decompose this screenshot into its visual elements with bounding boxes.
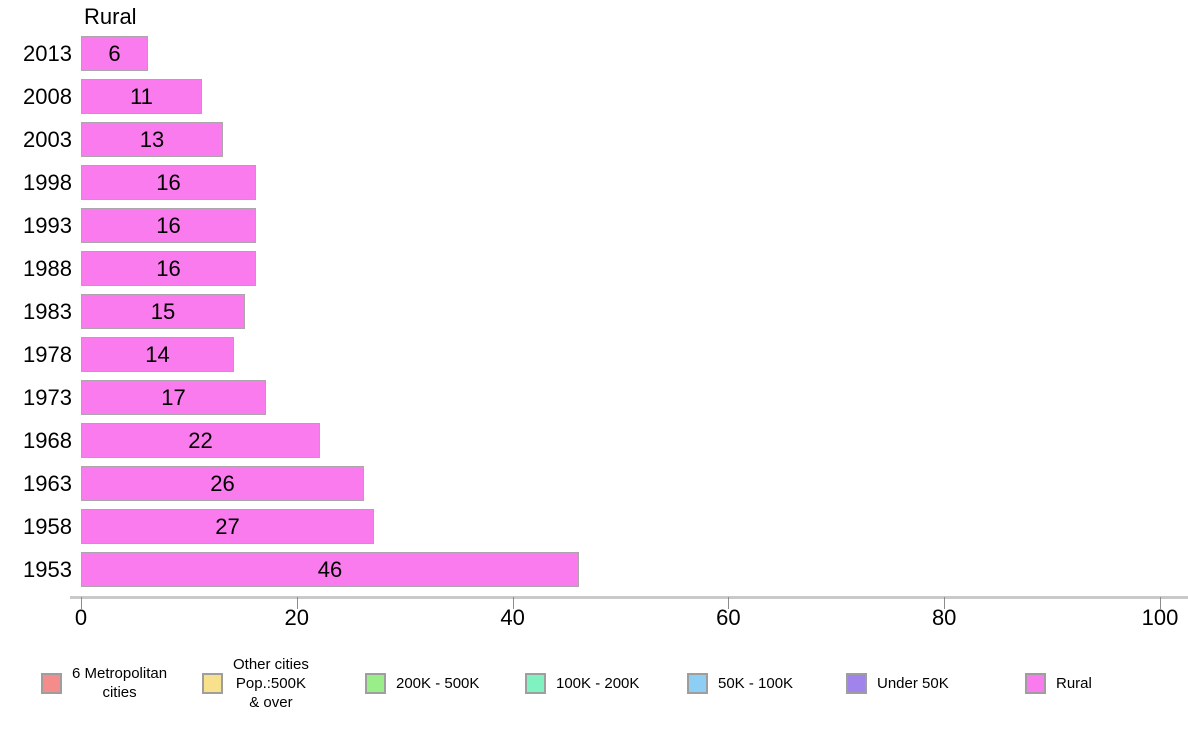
year-label: 1958: [23, 514, 72, 539]
bar: 11: [81, 79, 202, 114]
year-label: 1993: [23, 213, 72, 238]
x-axis-tick-label: 100: [1141, 605, 1179, 630]
bar-value-label: 26: [210, 471, 235, 496]
legend-item: Rural: [1025, 644, 1092, 722]
x-axis-tick: [296, 597, 298, 609]
legend-item: Other cities Pop.:500K & over: [202, 644, 309, 722]
legend-swatch: [687, 672, 708, 694]
legend-swatch: [525, 672, 546, 694]
x-axis-tick-label: 0: [74, 605, 88, 630]
year-label: 2003: [23, 127, 72, 152]
bar-row: 2013 6: [0, 36, 1188, 71]
bar-value-label: 46: [317, 557, 343, 582]
bar: 15: [81, 294, 245, 329]
bar: 6: [81, 36, 148, 71]
bar: 22: [81, 423, 320, 458]
bar-value-label: 14: [145, 342, 170, 367]
chart-title: Rural: [84, 4, 137, 29]
legend-swatch: [846, 672, 867, 694]
legend-swatch: [365, 672, 386, 694]
legend-swatch: [202, 672, 223, 694]
year-label: 1963: [23, 471, 72, 496]
bar-row: 1988 16: [0, 251, 1188, 286]
bar-row: 1958 27: [0, 509, 1188, 544]
legend-swatch: [1025, 672, 1046, 694]
legend-item: 50K - 100K: [687, 644, 793, 722]
x-axis-tick: [944, 597, 946, 609]
legend-item: Under 50K: [846, 644, 949, 722]
year-label: 1973: [23, 385, 72, 410]
legend-label: 200K - 500K: [396, 674, 480, 692]
x-axis-line: [70, 596, 1188, 599]
legend-label: 6 Metropolitan cities: [72, 665, 168, 701]
legend-label: Other cities Pop.:500K & over: [233, 655, 309, 711]
bar: 16: [81, 251, 256, 286]
year-label: 1953: [23, 557, 72, 582]
legend-item: 6 Metropolitan cities: [41, 644, 167, 722]
bar: 17: [81, 380, 266, 415]
bar-value-label: 16: [156, 213, 181, 238]
bar-value-label: 16: [156, 170, 181, 195]
year-label: 2008: [23, 84, 72, 109]
legend-item: 100K - 200K: [525, 644, 639, 722]
year-label: 1978: [23, 342, 72, 367]
bar-value-label: 22: [188, 428, 213, 453]
x-axis-tick: [1160, 597, 1161, 609]
year-label: 1998: [23, 170, 72, 195]
bar: 26: [81, 466, 364, 501]
bar-row: 1968 22: [0, 423, 1188, 458]
year-label: 1968: [23, 428, 72, 453]
legend: 6 Metropolitan cities Other cities Pop.:5…: [0, 644, 1188, 722]
bar: 16: [81, 208, 256, 243]
bar-row: 1978 14: [0, 337, 1188, 372]
legend-label: 50K - 100K: [718, 674, 794, 692]
bar-row: 1973 17: [0, 380, 1188, 415]
bar-row: 1993 16: [0, 208, 1188, 243]
x-axis-tick: [728, 597, 730, 609]
bar-value-label: 16: [156, 256, 181, 281]
x-axis-tick-label: 40: [500, 605, 525, 630]
bar: 13: [81, 122, 223, 157]
bar-value-label: 15: [150, 299, 176, 324]
x-axis-tick-label: 60: [716, 605, 741, 630]
bar-row: 1953 46: [0, 552, 1188, 587]
bar-value-label: 6: [108, 41, 121, 66]
bar-row: 1963 26: [0, 466, 1188, 501]
bar-value-label: 11: [130, 84, 153, 109]
x-axis-tick-label: 80: [931, 605, 957, 630]
x-axis-tick: [81, 597, 82, 609]
bar-value-label: 17: [161, 385, 186, 410]
legend-label: Under 50K: [877, 674, 949, 692]
bar: 16: [81, 165, 256, 200]
bar: 27: [81, 509, 374, 544]
plot-area: 2013 6 2008 11 2003 13 1998 16 1993 16 1988 16 1983 1…: [0, 36, 1188, 587]
legend-label: Rural: [1056, 674, 1092, 692]
legend-swatch: [41, 672, 62, 694]
legend-item: 200K - 500K: [365, 644, 479, 722]
bar-value-label: 27: [215, 514, 240, 539]
legend-label: 100K - 200K: [556, 674, 640, 692]
bar-row: 1983 15: [0, 294, 1188, 329]
bar-row: 2008 11: [0, 79, 1188, 114]
x-axis-tick: [512, 597, 514, 609]
year-label: 1983: [23, 299, 72, 324]
bar-value-label: 13: [139, 127, 165, 152]
bar: 46: [81, 552, 579, 587]
x-axis-tick-label: 20: [284, 605, 310, 630]
bar-row: 2003 13: [0, 122, 1188, 157]
bar: 14: [81, 337, 234, 372]
year-label: 1988: [23, 256, 72, 281]
bar-row: 1998 16: [0, 165, 1188, 200]
year-label: 2013: [23, 41, 72, 66]
